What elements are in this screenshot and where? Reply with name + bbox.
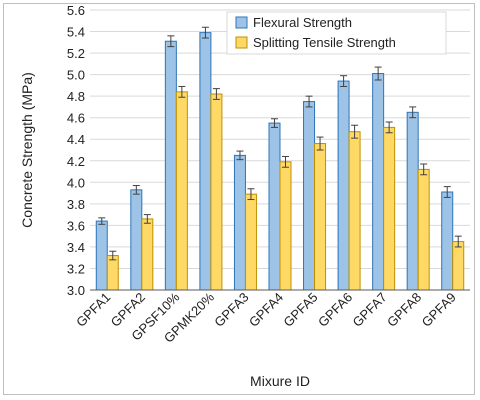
bar-flexural-gpfa6 xyxy=(337,80,350,291)
error-bar xyxy=(236,150,244,161)
x-category-label: GPFA5 xyxy=(280,290,320,330)
legend-swatch-splitting xyxy=(235,36,248,49)
x-category-label: GPFA7 xyxy=(350,290,390,330)
error-bar xyxy=(420,163,428,176)
error-bar xyxy=(109,250,117,261)
bar-splitting-gpfa4 xyxy=(279,161,292,291)
y-tick-label: 4.2 xyxy=(67,154,85,169)
gridlines xyxy=(90,9,470,269)
x-category-label: GPFA4 xyxy=(246,290,286,330)
bar-flexural-gpfa3 xyxy=(233,154,246,291)
bar-splitting-gpfa3 xyxy=(244,193,257,291)
error-bar xyxy=(271,118,278,128)
bar-splitting-gpfa5 xyxy=(314,143,327,291)
x-axis-title: Mixure ID xyxy=(250,373,310,389)
error-bar xyxy=(143,214,151,224)
y-tick-label: 4.6 xyxy=(67,111,85,126)
bar-splitting-gpmk20pct xyxy=(210,93,223,291)
error-bar xyxy=(132,185,140,195)
y-tick-label: 3.6 xyxy=(67,218,85,233)
bar-flexural-gpfa7 xyxy=(372,73,385,291)
legend-box xyxy=(226,11,447,55)
y-tick-label: 4.0 xyxy=(67,175,85,190)
error-bar xyxy=(351,124,359,139)
bar-splitting-gpfa2 xyxy=(141,218,154,291)
y-tick-label: 5.6 xyxy=(67,3,85,18)
legend-swatch-flexural xyxy=(235,16,248,29)
y-tick-label: 4.8 xyxy=(67,89,85,104)
y-tick-label: 5.2 xyxy=(67,46,85,61)
y-tick-label: 3.8 xyxy=(67,197,85,212)
error-bar xyxy=(201,26,209,39)
bar-splitting-gpfa9 xyxy=(452,241,465,291)
error-bar xyxy=(385,121,393,134)
legend-label-splitting: Splitting Tensile Strength xyxy=(253,35,396,50)
error-bar xyxy=(340,75,348,87)
error-bar xyxy=(98,217,106,225)
x-category-label: GPFA3 xyxy=(211,290,251,330)
x-category-label: GPFA6 xyxy=(315,290,355,330)
error-bar xyxy=(305,95,313,108)
x-category-labels: GPFA1GPFA2GPSF10%GPMK20%GPFA3GPFA4GPFA5G… xyxy=(73,289,459,345)
bar-splitting-gpfa6 xyxy=(348,131,361,291)
bar-flexural-gpmk20pct xyxy=(199,32,212,291)
bar-splitting-gpfa8 xyxy=(417,168,430,291)
bar-flexural-gpfa9 xyxy=(441,191,454,291)
bar-splitting-gpfa7 xyxy=(383,126,396,291)
error-bar xyxy=(247,188,255,201)
error-bar xyxy=(443,186,451,198)
bar-flexural-gpfa8 xyxy=(406,111,419,291)
legend-label-flexural: Flexural Strength xyxy=(253,15,352,30)
y-tick-label: 4.4 xyxy=(67,132,85,147)
y-tick-labels: 3.0 3.2 3.4 3.6 3.8 4.0 4.2 4.4 4.6 4.8 5.0 5.2 5.4 5… xyxy=(67,3,85,298)
bars xyxy=(95,32,465,291)
error-bar xyxy=(316,136,324,151)
error-bar xyxy=(374,66,382,81)
bar-splitting-gpfa1 xyxy=(106,255,119,291)
bar-flexural-gpfa2 xyxy=(130,189,143,291)
y-tick-label: 5.4 xyxy=(67,25,85,40)
bar-flexural-gpfa5 xyxy=(303,101,316,291)
bar-flexural-gpsf10pct xyxy=(164,40,177,291)
error-bar xyxy=(409,106,417,119)
error-bar xyxy=(282,155,289,168)
error-bar xyxy=(454,235,462,248)
bar-splitting-gpsf10pct xyxy=(175,91,188,291)
y-tick-label: 3.0 xyxy=(67,283,85,298)
legend: Flexural Strength Splitting Tensile Stre… xyxy=(226,11,447,55)
bar-flexural-gpfa1 xyxy=(95,220,108,291)
y-axis-title: Concrete Strength (MPa) xyxy=(19,72,35,228)
y-tick-label: 3.4 xyxy=(67,240,85,255)
bar-flexural-gpfa4 xyxy=(268,122,281,291)
x-category-label: GPFA8 xyxy=(384,290,424,330)
error-bar xyxy=(178,85,186,98)
y-tick-label: 5.0 xyxy=(67,68,85,83)
error-bars xyxy=(98,26,462,261)
x-category-label: GPFA9 xyxy=(419,290,459,330)
y-tick-label: 3.2 xyxy=(67,261,85,276)
error-bar xyxy=(212,88,220,100)
error-bar xyxy=(167,35,175,48)
